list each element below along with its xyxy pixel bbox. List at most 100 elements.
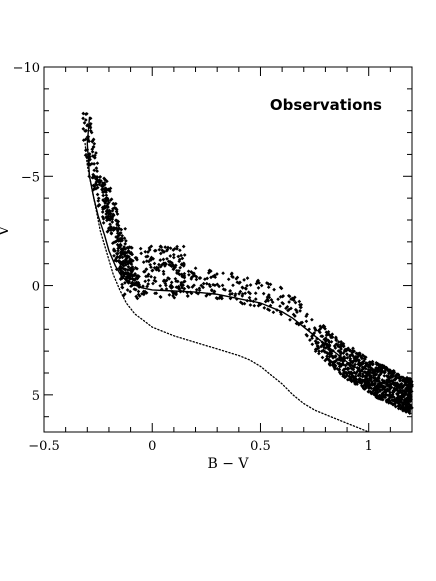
data-point (179, 262, 184, 267)
y-tick-label: −10 (13, 61, 40, 76)
data-point (319, 344, 323, 349)
data-point (171, 255, 176, 260)
data-point (152, 248, 157, 253)
data-point (327, 362, 332, 367)
data-point (267, 295, 272, 300)
data-point (129, 284, 133, 289)
data-point (357, 362, 362, 367)
data-point (126, 249, 131, 253)
data-point (111, 206, 115, 211)
data-point (147, 248, 152, 252)
data-point (262, 306, 267, 310)
data-point (174, 285, 179, 290)
data-point (198, 276, 203, 280)
data-point (125, 276, 129, 281)
data-point (244, 287, 248, 291)
data-point (248, 298, 253, 303)
data-point (190, 285, 195, 289)
data-point (382, 379, 387, 383)
data-point (95, 192, 100, 197)
data-point (341, 351, 346, 355)
data-point (168, 246, 173, 251)
data-point (315, 336, 320, 341)
data-point (383, 390, 388, 394)
data-point (86, 158, 91, 163)
data-point (87, 174, 92, 179)
data-point (359, 368, 364, 373)
data-point (235, 275, 240, 280)
data-point (96, 204, 101, 208)
data-point (167, 262, 172, 267)
data-point (185, 294, 190, 298)
data-point (326, 338, 331, 343)
data-point (305, 333, 309, 338)
data-point (248, 283, 253, 287)
data-point (334, 342, 339, 346)
data-point (120, 247, 125, 252)
data-point (399, 381, 404, 386)
data-point (238, 280, 242, 285)
data-point (393, 376, 398, 381)
data-point (396, 406, 401, 411)
data-point (108, 222, 112, 227)
data-point (145, 254, 150, 259)
data-point (407, 382, 412, 387)
data-point (342, 374, 347, 378)
data-point (103, 186, 108, 191)
data-point (191, 274, 196, 278)
data-point (176, 254, 181, 259)
data-point (298, 302, 302, 307)
plot-frame (43, 66, 413, 433)
data-point (333, 363, 338, 368)
data-point (174, 279, 178, 284)
data-point (280, 300, 285, 305)
data-point (298, 305, 303, 310)
data-point (178, 265, 183, 270)
data-point (266, 282, 271, 286)
data-point (321, 348, 326, 353)
data-point (356, 354, 360, 359)
data-point (150, 268, 155, 273)
data-point (208, 269, 213, 273)
data-point (361, 361, 365, 366)
data-point (247, 295, 252, 300)
x-axis-label: B − V (207, 456, 249, 472)
data-point (123, 242, 128, 246)
data-point (182, 253, 187, 257)
data-point (97, 182, 102, 187)
data-point (197, 286, 202, 291)
data-point (228, 289, 232, 294)
data-point (146, 278, 151, 283)
data-point (163, 281, 168, 286)
data-point (392, 381, 397, 386)
data-point (115, 212, 120, 216)
data-point (160, 248, 165, 253)
data-point (114, 267, 119, 272)
data-point (186, 269, 191, 274)
data-point (403, 405, 408, 409)
data-point (253, 297, 258, 301)
data-point (196, 291, 200, 296)
data-point (123, 254, 127, 259)
data-point (205, 292, 210, 297)
data-point (373, 368, 377, 373)
data-point (128, 289, 133, 294)
data-point (177, 257, 182, 262)
data-point (135, 276, 140, 281)
data-point (240, 294, 245, 298)
data-point (128, 251, 133, 255)
data-point (112, 247, 116, 252)
data-point (378, 363, 383, 368)
data-point (339, 340, 343, 344)
data-point (136, 280, 141, 285)
data-point (320, 355, 325, 360)
data-point (310, 334, 314, 339)
data-point (343, 347, 348, 352)
data-point (91, 183, 96, 188)
data-point (127, 261, 131, 265)
data-point (254, 281, 259, 286)
data-point (177, 272, 182, 277)
data-point (171, 267, 176, 271)
data-point (119, 276, 123, 281)
data-point (122, 259, 127, 264)
